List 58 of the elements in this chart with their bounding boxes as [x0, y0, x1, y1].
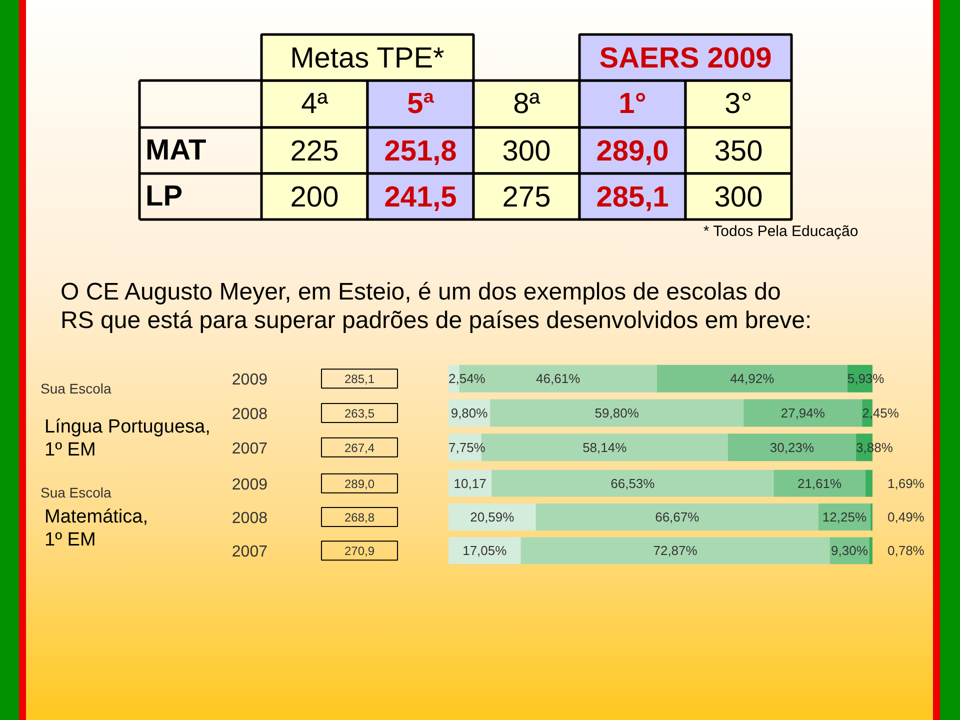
- data-label: 2,54%: [448, 371, 486, 386]
- text: Metas TPE*: [290, 42, 444, 74]
- text: SAERS 2009: [599, 42, 772, 74]
- data-label: 20,59%: [470, 510, 515, 524]
- data-label: 200: [290, 182, 339, 214]
- text: 263,5: [344, 406, 375, 420]
- y-tick-label: 2008: [232, 406, 268, 423]
- data-label: 17,05%: [462, 543, 508, 558]
- data-label: 21,61%: [797, 476, 842, 491]
- data-label: 285,1: [596, 182, 669, 214]
- x-tick-label: 4ª: [301, 88, 328, 120]
- y-tick-label: 2007: [232, 544, 268, 561]
- text: Sua Escola: [40, 380, 112, 396]
- text: Sua Escola: [40, 484, 112, 500]
- data-label: 0,78%: [888, 543, 925, 558]
- data-label: 46,61%: [536, 371, 581, 386]
- text: 285,1: [344, 372, 375, 386]
- text: * Todos Pela Educação: [703, 223, 858, 240]
- data-label: 9,30%: [831, 543, 868, 558]
- y-tick-label: 2009: [232, 476, 268, 494]
- data-label: 59,80%: [594, 406, 640, 420]
- data-label: 300: [714, 182, 763, 214]
- x-tick-label: 5ª: [407, 88, 434, 120]
- data-label: 9,80%: [450, 406, 488, 420]
- y-tick-label: LP: [146, 180, 183, 212]
- data-label: 27,94%: [780, 406, 826, 420]
- data-label: 350: [714, 136, 763, 168]
- data-label: 58,14%: [582, 440, 628, 455]
- data-label: 12,25%: [822, 510, 867, 524]
- y-tick-label: 2007: [232, 440, 268, 458]
- data-label: 241,5: [384, 182, 457, 214]
- y-tick-label: 2008: [232, 510, 268, 527]
- data-label: 72,87%: [653, 543, 698, 558]
- data-label: 7,75%: [448, 440, 486, 455]
- y-axis-title: Língua Portuguesa, 1º EM: [44, 416, 210, 461]
- data-label: 66,53%: [610, 476, 656, 491]
- text: 267,4: [344, 440, 375, 455]
- text: 270,9: [344, 544, 375, 558]
- data-label: 1,69%: [888, 476, 925, 491]
- data-label: 66,67%: [655, 510, 700, 524]
- text: 289,0: [344, 476, 375, 491]
- text: 268,8: [344, 510, 375, 524]
- data-label: 44,92%: [730, 371, 775, 386]
- x-tick-label: 8ª: [513, 88, 540, 120]
- data-label: 30,23%: [770, 440, 814, 455]
- data-label: 300: [502, 136, 551, 168]
- y-axis-title: Matemática, 1º EM: [44, 506, 148, 551]
- x-tick-label: 3°: [724, 88, 752, 120]
- data-label: 251,8: [384, 136, 457, 168]
- x-tick-label: 1°: [618, 88, 646, 120]
- y-tick-label: 2009: [232, 372, 268, 389]
- data-label: 275: [502, 182, 551, 214]
- data-label: 225: [290, 136, 339, 168]
- data-label: 0,49%: [888, 510, 925, 524]
- y-tick-label: MAT: [146, 134, 206, 166]
- data-label: 289,0: [596, 136, 669, 168]
- chart-title: O CE Augusto Meyer, em Esteio, é um dos exemplos de escolas do RS que está para superar padrões de países desenvolvidos em breve:: [60, 278, 812, 334]
- data-label: 10,17: [454, 476, 486, 491]
